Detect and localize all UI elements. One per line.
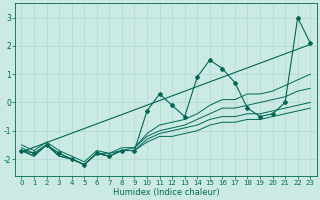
X-axis label: Humidex (Indice chaleur): Humidex (Indice chaleur) (113, 188, 219, 197)
